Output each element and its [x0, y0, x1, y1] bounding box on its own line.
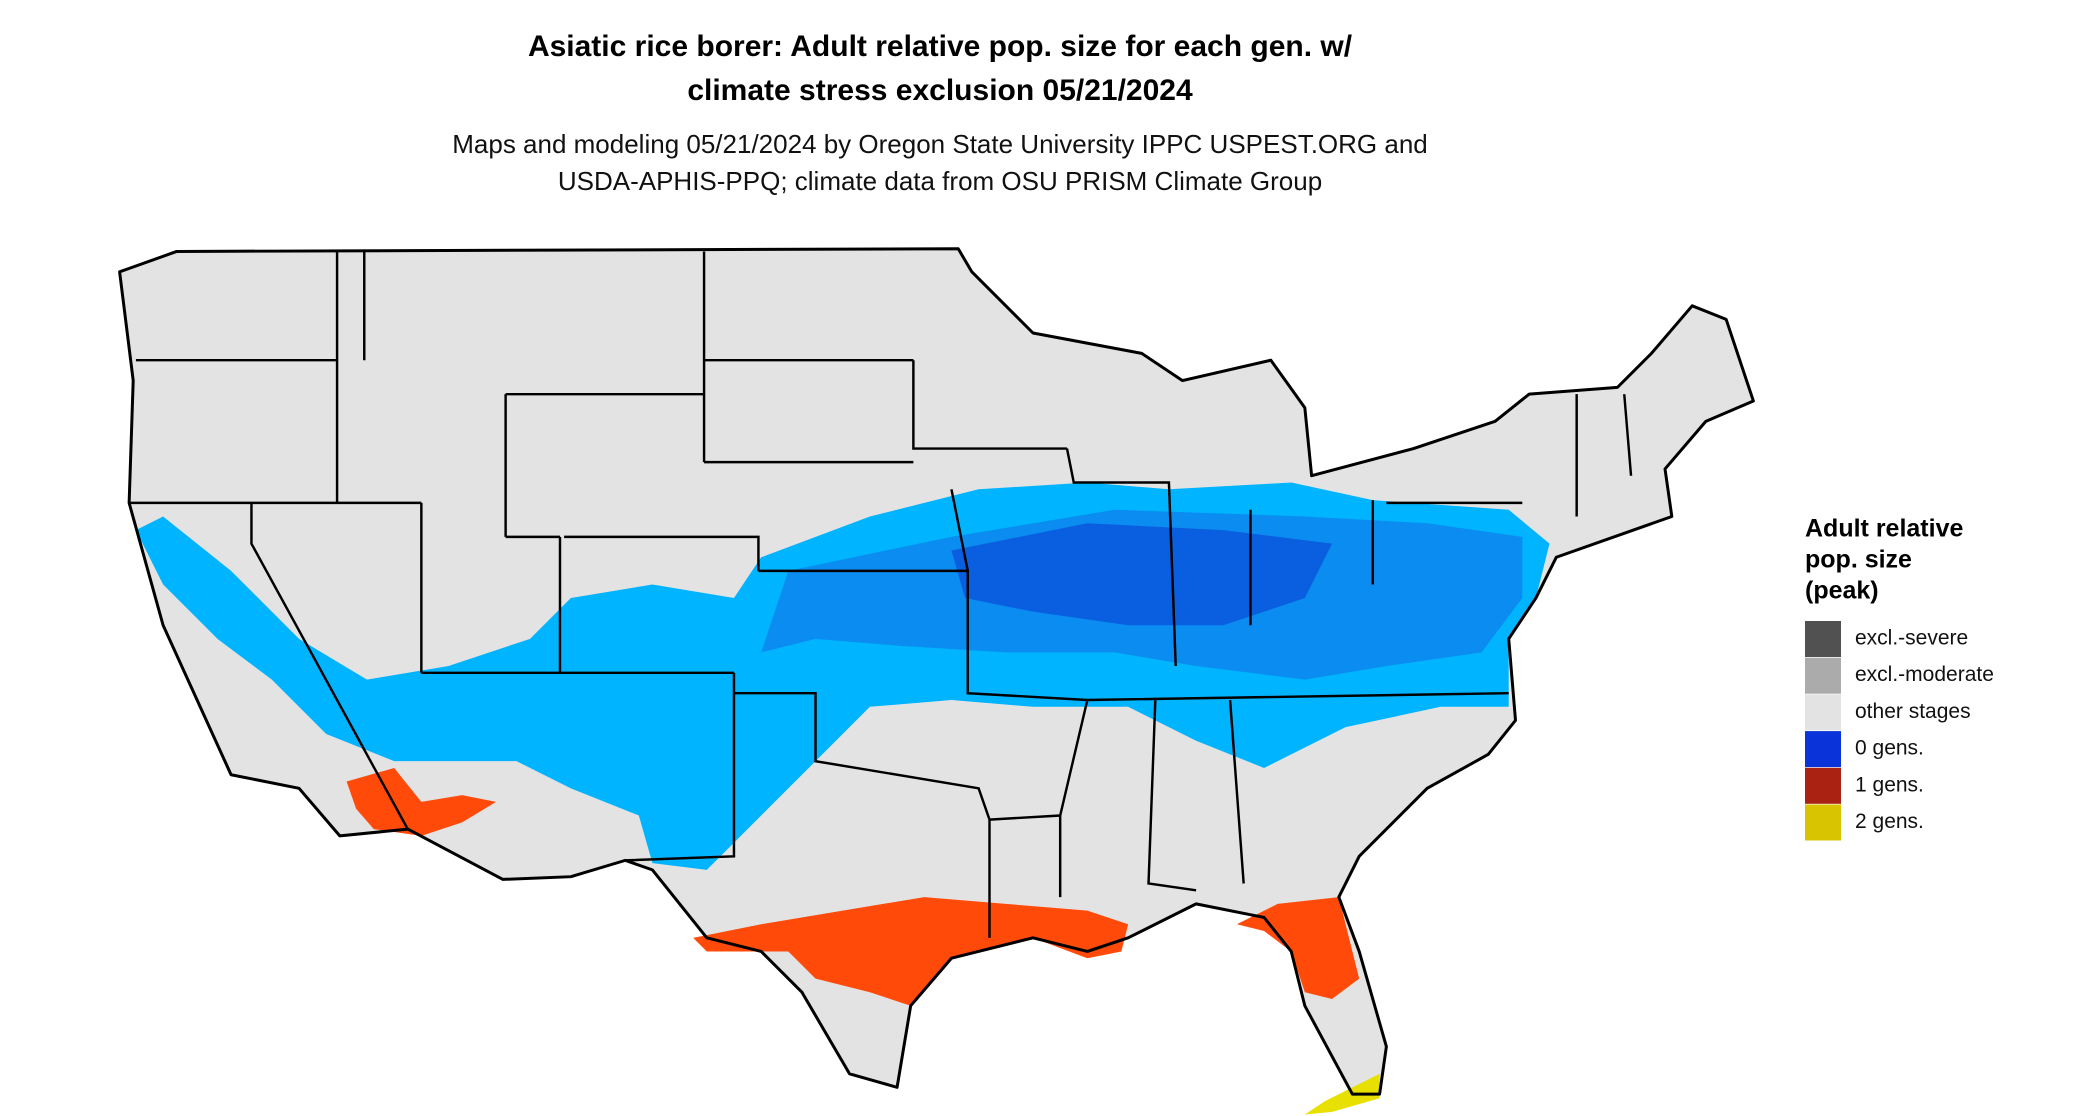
state-borders [129, 251, 1633, 938]
zone-dark-blue [951, 523, 1333, 626]
subtitle: Maps and modeling 05/21/2024 by Oregon S… [452, 129, 1428, 159]
legend-label: excl.-severe [1855, 627, 1968, 650]
legend-swatch [1805, 767, 1841, 804]
country-border [118, 247, 1755, 1096]
legend-swatch [1805, 657, 1841, 694]
zone-yellow [1304, 1073, 1380, 1115]
legend-swatch [1805, 804, 1841, 841]
us-map [118, 247, 1755, 1115]
legend-swatch [1805, 694, 1841, 731]
legend-title: Adult relative [1805, 515, 1963, 543]
legend-label: excl.-moderate [1855, 663, 1994, 686]
legend-label: 0 gens. [1855, 737, 1924, 760]
legend-swatch [1805, 621, 1841, 657]
title: climate stress exclusion 05/21/2024 [687, 74, 1193, 107]
subtitle: USDA-APHIS-PPQ; climate data from OSU PR… [558, 166, 1322, 196]
legend: Adult relative pop. size (peak) excl.-sever… [1805, 515, 1994, 841]
legend-title: pop. size [1805, 546, 1912, 574]
legend-label: 2 gens. [1855, 810, 1924, 833]
legend-label: 1 gens. [1855, 773, 1924, 796]
legend-title: (peak) [1805, 577, 1879, 605]
legend-label: other stages [1855, 700, 1971, 723]
legend-swatch [1805, 731, 1841, 768]
title: Asiatic rice borer: Adult relative pop. … [528, 30, 1353, 63]
zone-red [693, 897, 1129, 1006]
